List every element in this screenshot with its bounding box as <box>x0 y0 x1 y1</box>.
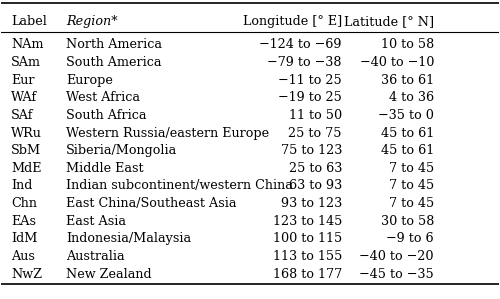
Text: Europe: Europe <box>66 74 113 87</box>
Text: IdM: IdM <box>12 232 38 245</box>
Text: −35 to 0: −35 to 0 <box>378 109 434 122</box>
Text: Label: Label <box>12 15 47 28</box>
Text: −11 to 25: −11 to 25 <box>278 74 342 87</box>
Text: 4 to 36: 4 to 36 <box>389 91 434 104</box>
Text: 45 to 61: 45 to 61 <box>380 126 434 140</box>
Text: NAm: NAm <box>12 38 44 51</box>
Text: Ind: Ind <box>12 179 32 193</box>
Text: −19 to 25: −19 to 25 <box>278 91 342 104</box>
Text: South America: South America <box>66 56 162 69</box>
Text: 25 to 75: 25 to 75 <box>288 126 342 140</box>
Text: South Africa: South Africa <box>66 109 146 122</box>
Text: Region*: Region* <box>66 15 118 28</box>
Text: 93 to 123: 93 to 123 <box>280 197 342 210</box>
Text: Longitude [° E]: Longitude [° E] <box>242 15 342 28</box>
Text: NwZ: NwZ <box>12 268 42 280</box>
Text: −40 to −20: −40 to −20 <box>360 250 434 263</box>
Text: 63 to 93: 63 to 93 <box>288 179 342 193</box>
Text: East Asia: East Asia <box>66 215 126 228</box>
Text: East China/Southeast Asia: East China/Southeast Asia <box>66 197 236 210</box>
Text: Siberia/Mongolia: Siberia/Mongolia <box>66 144 178 157</box>
Text: SAf: SAf <box>12 109 34 122</box>
Text: 30 to 58: 30 to 58 <box>380 215 434 228</box>
Text: −124 to −69: −124 to −69 <box>260 38 342 51</box>
Text: 123 to 145: 123 to 145 <box>272 215 342 228</box>
Text: 25 to 63: 25 to 63 <box>288 162 342 175</box>
Text: WRu: WRu <box>12 126 42 140</box>
Text: New Zealand: New Zealand <box>66 268 152 280</box>
Text: 7 to 45: 7 to 45 <box>388 197 434 210</box>
Text: West Africa: West Africa <box>66 91 140 104</box>
Text: 11 to 50: 11 to 50 <box>289 109 342 122</box>
Text: EAs: EAs <box>12 215 36 228</box>
Text: Aus: Aus <box>12 250 35 263</box>
Text: −9 to 6: −9 to 6 <box>386 232 434 245</box>
Text: SAm: SAm <box>12 56 42 69</box>
Text: 75 to 123: 75 to 123 <box>280 144 342 157</box>
Text: −79 to −38: −79 to −38 <box>268 56 342 69</box>
Text: Western Russia/eastern Europe: Western Russia/eastern Europe <box>66 126 269 140</box>
Text: 7 to 45: 7 to 45 <box>388 179 434 193</box>
Text: 7 to 45: 7 to 45 <box>388 162 434 175</box>
Text: North America: North America <box>66 38 162 51</box>
Text: 36 to 61: 36 to 61 <box>381 74 434 87</box>
Text: 100 to 115: 100 to 115 <box>272 232 342 245</box>
Text: 168 to 177: 168 to 177 <box>272 268 342 280</box>
Text: Chn: Chn <box>12 197 38 210</box>
Text: −45 to −35: −45 to −35 <box>359 268 434 280</box>
Text: 45 to 61: 45 to 61 <box>380 144 434 157</box>
Text: MdE: MdE <box>12 162 42 175</box>
Text: 10 to 58: 10 to 58 <box>380 38 434 51</box>
Text: Indian subcontinent/western China: Indian subcontinent/western China <box>66 179 293 193</box>
Text: Indonesia/Malaysia: Indonesia/Malaysia <box>66 232 191 245</box>
Text: WAf: WAf <box>12 91 38 104</box>
Text: Eur: Eur <box>12 74 35 87</box>
Text: Australia: Australia <box>66 250 124 263</box>
Text: 113 to 155: 113 to 155 <box>272 250 342 263</box>
Text: Latitude [° N]: Latitude [° N] <box>344 15 434 28</box>
Text: SbM: SbM <box>12 144 42 157</box>
Text: −40 to −10: −40 to −10 <box>360 56 434 69</box>
Text: Middle East: Middle East <box>66 162 144 175</box>
